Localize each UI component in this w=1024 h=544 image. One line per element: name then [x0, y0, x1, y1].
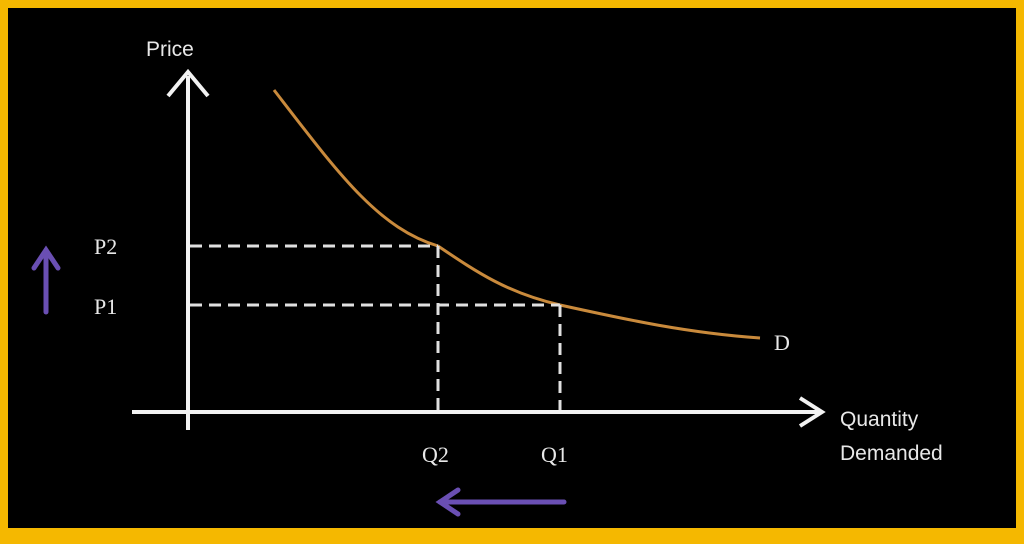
price-label-p1: P1 — [94, 294, 117, 319]
x-axis-label-line2: Demanded — [840, 442, 943, 465]
demand-diagram: Price Quantity Demanded D P2 P1 Q2 Q1 — [31, 38, 943, 517]
quantity-label-q2: Q2 — [422, 442, 449, 467]
curve-label: D — [774, 330, 790, 355]
price-label-p2: P2 — [94, 234, 117, 259]
demand-curve — [272, 89, 761, 340]
up-arrow-icon — [31, 245, 61, 315]
quantity-label-q1: Q1 — [541, 442, 568, 467]
x-axis-label-line1: Quantity — [840, 408, 919, 431]
y-axis-label: Price — [146, 38, 194, 61]
left-arrow-icon — [435, 487, 567, 517]
y-axis-arrowhead — [166, 68, 210, 98]
x-axis-arrowhead — [798, 396, 826, 428]
